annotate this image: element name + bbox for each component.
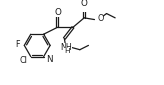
Text: O: O xyxy=(97,14,103,23)
Text: O: O xyxy=(81,0,88,8)
Text: H: H xyxy=(64,48,70,54)
Text: O: O xyxy=(54,8,61,17)
Text: Cl: Cl xyxy=(20,56,27,65)
Text: N: N xyxy=(46,55,53,64)
Text: NH: NH xyxy=(60,43,72,52)
Text: F: F xyxy=(16,40,20,49)
